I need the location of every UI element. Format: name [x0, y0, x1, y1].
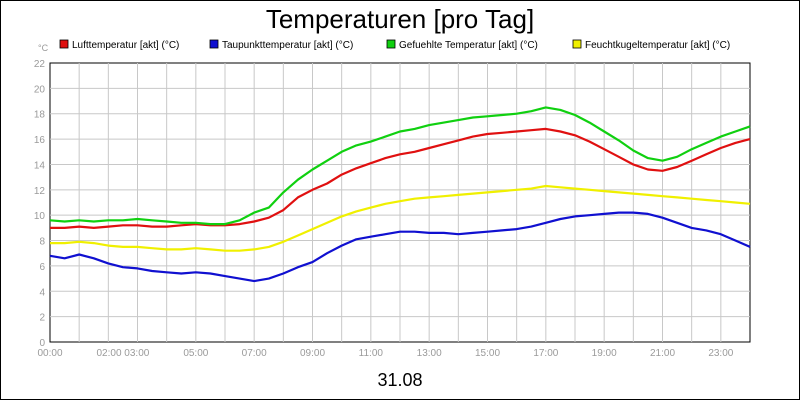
x-tick-label: 00:00 — [37, 348, 62, 359]
legend-label: Taupunkttemperatur [akt] (°C) — [222, 40, 353, 51]
legend-swatch — [572, 39, 582, 49]
series-line — [49, 211, 751, 283]
legend-swatch — [59, 39, 69, 49]
series-lines — [49, 106, 751, 283]
legend-swatch — [209, 39, 219, 49]
x-axis: 00:00 02:00 03:00 05:00 07:00 09:00 11:00 13:0… — [37, 348, 733, 359]
y-tick-label: 6 — [39, 262, 45, 273]
y-unit-label: °C — [38, 43, 49, 53]
grid — [50, 63, 750, 342]
y-tick-label: 22 — [34, 59, 46, 70]
y-tick-label: 12 — [34, 186, 46, 197]
x-tick-label: 21:00 — [650, 348, 675, 359]
x-tick-label: 05:00 — [183, 348, 208, 359]
x-tick-label: 09:00 — [300, 348, 325, 359]
y-tick-label: 16 — [34, 135, 46, 146]
chart-title: Temperaturen [pro Tag] — [266, 4, 534, 34]
series-line — [50, 127, 751, 229]
x-tick-label: 15:00 — [475, 348, 500, 359]
y-tick-label: 14 — [34, 160, 46, 171]
x-tick-label: 07:00 — [242, 348, 267, 359]
x-tick-label: 17:00 — [533, 348, 558, 359]
legend-label: Feuchtkugeltemperatur [akt] (°C) — [585, 40, 730, 51]
series-line — [49, 106, 751, 226]
x-tick-label: 02:00 03:00 — [97, 348, 150, 359]
x-tick-label: 11:00 — [359, 348, 384, 359]
y-tick-label: 20 — [34, 84, 46, 95]
x-axis-date-label: 31.08 — [377, 370, 422, 390]
legend: Lufttemperatur [akt] (°C) Taupunkttempera… — [59, 39, 730, 51]
y-axis: 0 2 4 6 8 10 12 14 16 18 20 22 — [34, 59, 46, 349]
y-tick-label: 8 — [39, 237, 45, 248]
y-tick-label: 10 — [34, 211, 46, 222]
y-tick-label: 2 — [39, 313, 45, 324]
y-tick-label: 0 — [39, 338, 45, 349]
x-tick-label: 13:00 — [417, 348, 442, 359]
legend-label: Gefuehlte Temperatur [akt] (°C) — [399, 40, 538, 51]
y-tick-label: 4 — [39, 287, 45, 298]
legend-label: Lufttemperatur [akt] (°C) — [72, 40, 179, 51]
x-tick-label: 19:00 — [592, 348, 617, 359]
x-tick-label: 23:00 — [708, 348, 733, 359]
legend-swatch — [386, 39, 396, 49]
series-line — [50, 184, 751, 252]
y-tick-label: 18 — [34, 110, 46, 121]
